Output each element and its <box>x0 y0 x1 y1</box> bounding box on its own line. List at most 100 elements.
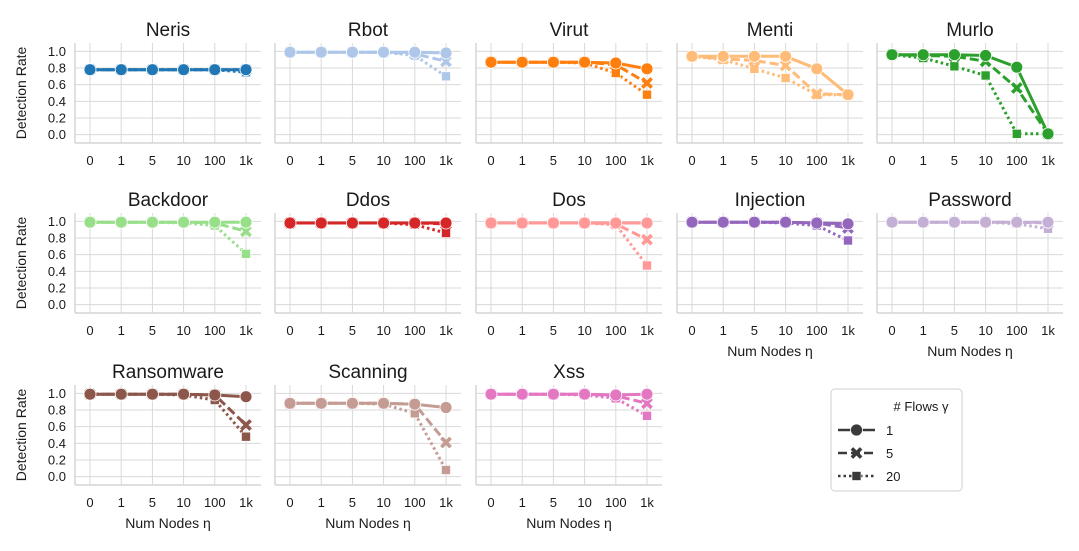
data-point-flows-20 <box>441 465 451 475</box>
series-line-flows-1 <box>692 220 849 226</box>
x-tick-label: 100 <box>404 153 426 168</box>
y-tick-label: 0.4 <box>48 264 66 279</box>
data-point-flows-1 <box>208 215 222 229</box>
x-tick-label: 10 <box>176 323 190 338</box>
x-tick-label: 10 <box>577 495 591 510</box>
x-tick-label: 1 <box>118 495 125 510</box>
x-tick-label: 1 <box>519 153 526 168</box>
data-point-flows-1 <box>439 401 453 414</box>
legend-marker-flows-5 <box>850 447 863 459</box>
x-tick-label: 1k <box>640 153 654 168</box>
data-point-flows-1 <box>283 45 297 59</box>
panel-title: Ddos <box>346 190 390 211</box>
data-point-flows-5 <box>810 87 823 100</box>
data-point-flows-1 <box>408 45 422 59</box>
legend-marker-flows-20 <box>851 471 862 481</box>
x-tick-label: 0 <box>286 153 293 168</box>
x-tick-label: 0 <box>286 495 293 510</box>
data-point-flows-1 <box>83 63 97 77</box>
x-tick-label: 1k <box>439 153 453 168</box>
x-tick-label: 1k <box>239 153 253 168</box>
x-tick-label: 1k <box>1041 153 1055 168</box>
x-tick-label: 5 <box>751 153 758 168</box>
data-point-flows-20 <box>241 249 251 259</box>
data-point-flows-1 <box>748 49 761 63</box>
x-tick-label: 1 <box>118 153 125 168</box>
data-point-flows-1 <box>484 55 498 69</box>
data-point-flows-5 <box>779 59 792 72</box>
x-axis-label: Num Nodes η <box>727 343 813 359</box>
x-tick-label: 100 <box>404 323 426 338</box>
x-axis-label: Num Nodes η <box>125 515 211 531</box>
x-tick-label: 0 <box>487 323 494 338</box>
series-line-flows-1 <box>892 53 1050 135</box>
panel-menti: Menti 0 1 5 10 100 1k <box>676 20 863 168</box>
x-tick-label: 0 <box>86 153 93 168</box>
x-tick-label: 10 <box>376 495 390 510</box>
series-line-flows-20 <box>491 60 648 96</box>
data-point-flows-20 <box>441 71 451 82</box>
panel-xss: Xss 0 1 5 10 100 1k Num Nodes η <box>475 362 662 531</box>
data-point-flows-20 <box>1011 129 1022 139</box>
legend-marker-flows-1 <box>850 423 863 437</box>
data-point-flows-20 <box>642 411 652 421</box>
data-point-flows-5 <box>641 397 653 410</box>
panel-title: Rbot <box>348 20 389 41</box>
data-point-flows-1 <box>748 215 761 229</box>
data-point-flows-1 <box>239 390 253 404</box>
x-tick-label: 10 <box>176 495 190 510</box>
y-tick-label: 0.6 <box>48 247 66 262</box>
data-point-flows-1 <box>208 388 222 402</box>
x-tick-label: 100 <box>605 495 627 510</box>
series-line-flows-5 <box>891 53 1050 135</box>
panel-dos: Dos 0 1 5 10 100 1k <box>475 190 662 338</box>
x-tick-label: 5 <box>149 495 156 510</box>
data-point-flows-1 <box>239 215 253 229</box>
data-point-flows-1 <box>779 215 792 229</box>
x-tick-label: 1 <box>519 323 526 338</box>
panel-title: Ransomware <box>112 362 224 383</box>
data-point-flows-20 <box>780 73 791 83</box>
y-axis-label: Detection Rate <box>13 216 29 309</box>
data-point-flows-1 <box>515 387 529 401</box>
x-tick-label: 1k <box>841 153 855 168</box>
y-axis-label: Detection Rate <box>13 46 29 139</box>
data-point-flows-1 <box>314 45 328 59</box>
y-tick-label: 1.0 <box>48 214 66 229</box>
data-point-flows-5 <box>641 77 653 89</box>
legend-title: # Flows γ <box>894 399 949 414</box>
data-point-flows-1 <box>408 216 422 230</box>
y-tick-label: 1.0 <box>48 386 66 401</box>
data-point-flows-1 <box>779 49 792 63</box>
data-point-flows-1 <box>345 396 359 410</box>
x-tick-label: 1k <box>1041 323 1055 338</box>
panel-ransomware: Ransomware 0 1 5 10 100 1k 0.00.2 0.4 0.60.8 1.0 De… <box>13 362 261 531</box>
data-point-flows-1 <box>114 387 128 401</box>
data-point-flows-1 <box>685 215 699 229</box>
data-point-flows-1 <box>885 48 899 62</box>
x-axis-label: Num Nodes η <box>526 515 612 531</box>
data-point-flows-1 <box>841 217 855 231</box>
x-tick-label: 1 <box>720 323 727 338</box>
data-point-flows-1 <box>1041 215 1055 229</box>
data-point-flows-1 <box>885 215 899 229</box>
y-tick-label: 0.2 <box>48 111 66 126</box>
x-tick-label: 5 <box>349 323 356 338</box>
y-tick-label: 0.8 <box>48 61 66 76</box>
x-tick-label: 5 <box>349 153 356 168</box>
data-point-flows-1 <box>948 215 961 229</box>
y-tick-label: 0.4 <box>48 436 66 451</box>
panel-title: Murlo <box>946 20 994 41</box>
x-tick-label: 0 <box>86 323 93 338</box>
panel-title: Virut <box>550 20 589 41</box>
x-tick-label: 5 <box>951 323 958 338</box>
series-line-flows-1 <box>290 401 447 409</box>
data-point-flows-1 <box>578 216 591 230</box>
data-point-flows-5 <box>440 436 452 449</box>
series-line-flows-1 <box>491 392 648 397</box>
data-point-flows-1 <box>810 216 824 230</box>
data-point-flows-1 <box>314 396 328 410</box>
panel-virut: Virut 0 1 5 10 100 1k <box>475 20 662 168</box>
panel-title: Dos <box>552 190 586 211</box>
